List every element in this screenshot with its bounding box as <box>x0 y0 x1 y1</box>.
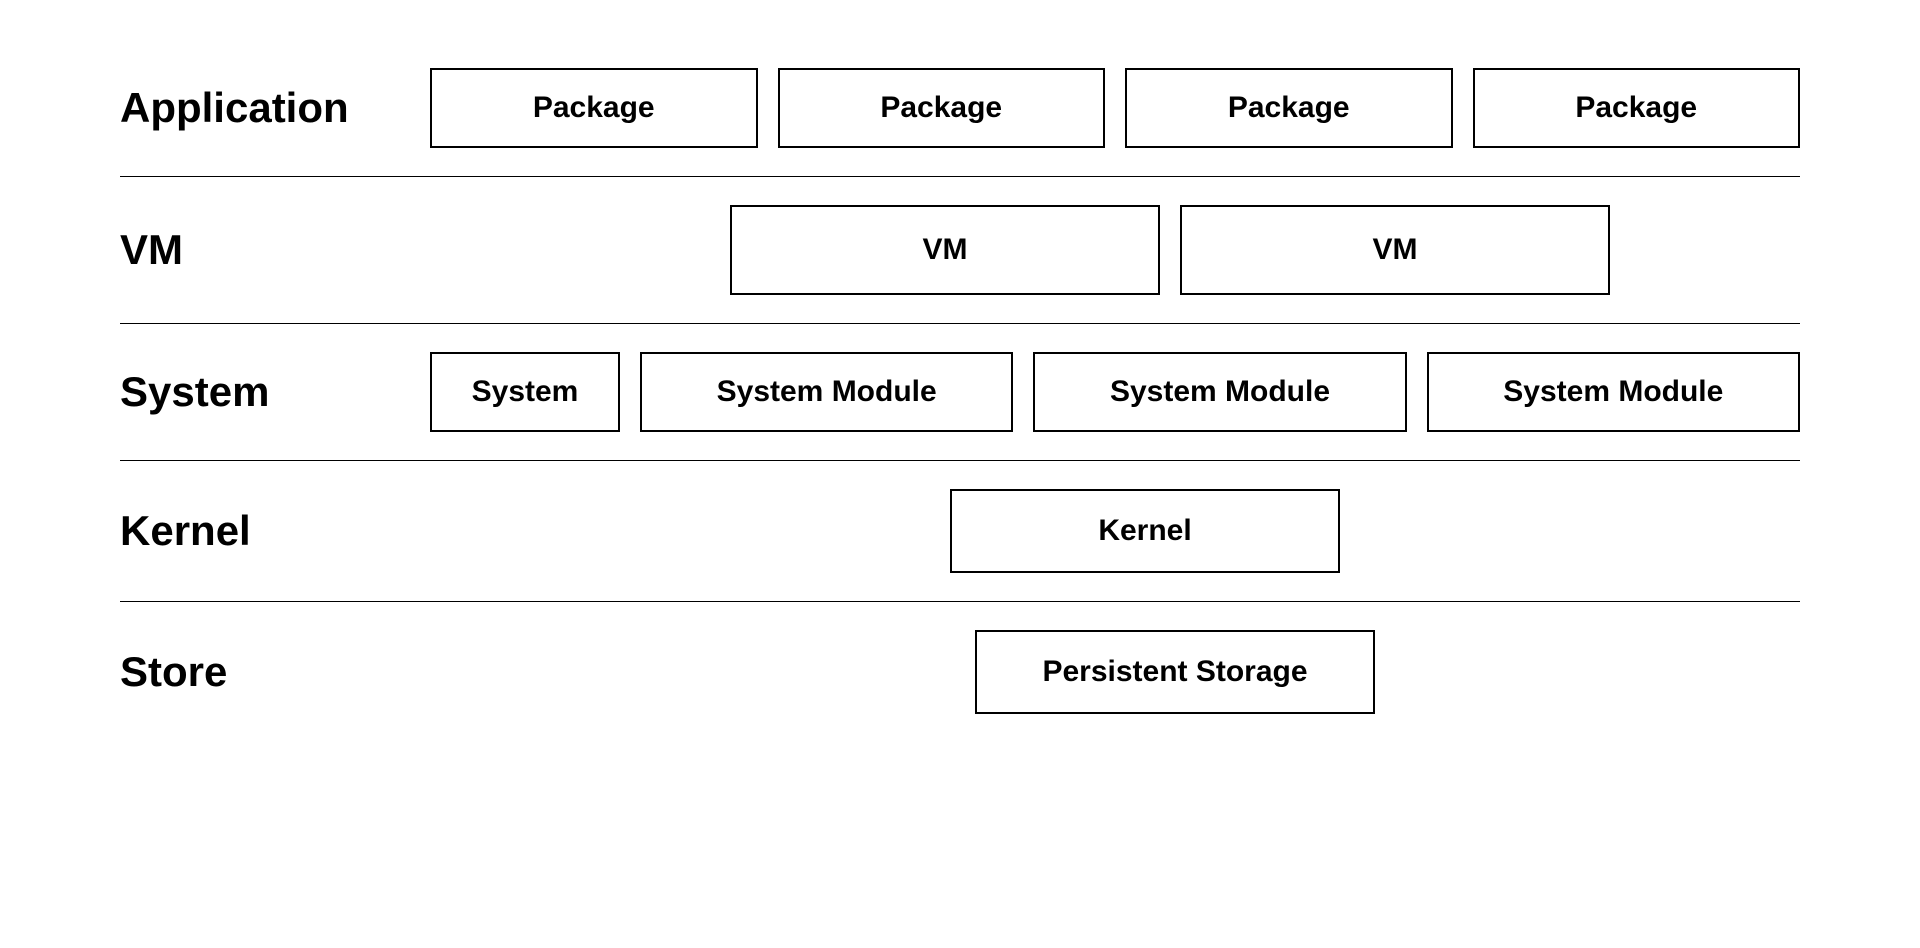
package-box: Package <box>430 68 758 148</box>
layer-system: System System System Module System Modul… <box>120 324 1800 460</box>
layer-store: Store Persistent Storage <box>120 602 1800 742</box>
layer-kernel: Kernel Kernel <box>120 461 1800 601</box>
vm-box: VM <box>1180 205 1610 295</box>
system-module-box: System Module <box>640 352 1013 432</box>
layer-label-store: Store <box>120 648 430 696</box>
application-boxes: Package Package Package Package <box>430 68 1800 148</box>
system-module-box: System Module <box>1033 352 1406 432</box>
kernel-boxes: Kernel <box>430 489 1800 573</box>
architecture-diagram: Application Package Package Package Pack… <box>120 40 1800 742</box>
layer-label-vm: VM <box>120 226 430 274</box>
vm-boxes: VM VM <box>430 205 1800 295</box>
kernel-box: Kernel <box>950 489 1340 573</box>
vm-box: VM <box>730 205 1160 295</box>
store-boxes: Persistent Storage <box>430 630 1800 714</box>
layer-label-system: System <box>120 368 430 416</box>
package-box: Package <box>778 68 1106 148</box>
persistent-storage-box: Persistent Storage <box>975 630 1375 714</box>
package-box: Package <box>1125 68 1453 148</box>
layer-label-kernel: Kernel <box>120 507 430 555</box>
layer-application: Application Package Package Package Pack… <box>120 40 1800 176</box>
layer-label-application: Application <box>120 84 430 132</box>
package-box: Package <box>1473 68 1801 148</box>
system-boxes: System System Module System Module Syste… <box>430 352 1800 432</box>
system-box: System <box>430 352 620 432</box>
layer-vm: VM VM VM <box>120 177 1800 323</box>
system-module-box: System Module <box>1427 352 1800 432</box>
